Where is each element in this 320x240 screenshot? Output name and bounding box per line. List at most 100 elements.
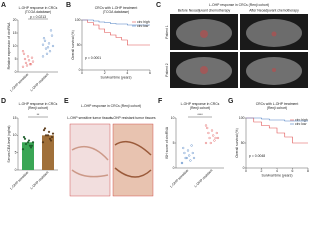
data-point <box>41 43 45 46</box>
data-point <box>22 135 26 139</box>
bar <box>22 142 34 170</box>
data-point <box>26 55 30 58</box>
data-point <box>183 151 186 155</box>
y-axis-label: Relative expression of circRNA <box>7 22 11 69</box>
y-axis-label: Serum CEA level (ng/ml) <box>7 125 11 162</box>
panel-title: L-OHP response in CRCs (Renji cohort) <box>81 104 141 108</box>
data-point <box>216 136 220 140</box>
column-header: L-OHP resistant tumor tissues <box>110 116 155 120</box>
chart-title: (TCGA database) <box>103 10 129 14</box>
x-tick-label: 0 <box>81 71 83 75</box>
column-header: After Neoadjuvant chemotherapy <box>249 8 299 12</box>
legend-label: circ high <box>137 20 150 24</box>
y-tick-label: 100 <box>239 116 245 120</box>
y-tick-label: 20 <box>13 18 17 22</box>
x-axis-label: Survival time (years) <box>101 75 132 79</box>
data-point <box>215 131 218 135</box>
data-point <box>46 46 50 49</box>
x-tick-label: 4 <box>126 71 128 75</box>
data-point <box>208 136 211 140</box>
data-point <box>48 137 52 140</box>
data-point <box>31 141 35 144</box>
data-point <box>44 47 48 50</box>
row-header: Patient 1 <box>165 25 169 38</box>
data-point <box>42 129 46 132</box>
y-tick-label: 100 <box>75 18 81 22</box>
data-point <box>186 149 190 152</box>
data-point <box>27 139 31 142</box>
annotation: p = 0.0001 <box>85 56 101 60</box>
data-point <box>25 64 29 67</box>
chart-title: (Renji cohort) <box>267 106 287 110</box>
panel-label: E <box>64 98 69 105</box>
panel-label: A <box>1 2 6 9</box>
chart-title: (Renji cohort) <box>190 106 210 110</box>
panel-label: F <box>158 98 163 105</box>
data-point <box>43 39 47 42</box>
data-point <box>188 154 191 157</box>
y-axis-label: ISH score of circRNA <box>165 126 169 159</box>
y-tick-label: 10 <box>13 44 17 48</box>
data-point <box>21 148 25 151</box>
chart-title: (Renji cohort) <box>28 106 48 110</box>
data-point <box>41 141 45 144</box>
y-tick-label: 15 <box>13 31 17 35</box>
y-tick-label: 5 <box>15 57 17 61</box>
data-point <box>22 52 26 55</box>
data-point <box>212 134 215 137</box>
data-point <box>204 141 208 145</box>
data-point <box>26 141 30 144</box>
data-point <box>50 135 54 139</box>
bar <box>42 135 54 170</box>
panel-title: L-OHP response in CRCs (Renji cohort) <box>209 3 269 7</box>
legend-label: circ low <box>295 122 307 126</box>
y-axis-label: Overall survival (%) <box>235 128 239 157</box>
x-tick-label: L-OHP resistant <box>29 170 49 190</box>
data-point <box>213 139 216 142</box>
annotation: ** <box>37 113 40 117</box>
y-tick-label: 5 <box>173 141 175 145</box>
data-point <box>21 65 25 68</box>
data-point <box>43 127 47 130</box>
data-point <box>51 132 55 135</box>
panel-label: D <box>1 98 6 105</box>
data-point <box>190 144 193 147</box>
survival-curve <box>246 117 308 144</box>
panel-label: B <box>66 2 71 9</box>
x-tick-label: 6 <box>149 71 151 75</box>
data-point <box>209 141 212 145</box>
y-tick-label: 0 <box>15 168 17 172</box>
data-point <box>51 44 55 48</box>
data-point <box>204 124 208 127</box>
data-point <box>41 55 45 58</box>
y-tick-label: 0 <box>15 70 17 74</box>
y-tick-label: 0 <box>79 68 81 72</box>
y-tick-label: 5 <box>15 151 17 155</box>
data-point <box>192 156 196 160</box>
survival-curve <box>82 19 150 26</box>
data-point <box>21 50 25 53</box>
panel-label: C <box>156 2 161 9</box>
column-header: Before Neoadjuvant chemotherapy <box>178 8 231 12</box>
survival-curve <box>246 117 308 122</box>
data-point <box>50 34 54 37</box>
data-point <box>28 144 32 147</box>
figure: A B C D E F G L-OHP response in CRCs (Re… <box>1 2 309 197</box>
x-axis-label: Survival time (years) <box>262 173 293 177</box>
x-tick-label: 2 <box>104 71 106 75</box>
y-tick-label: 0 <box>243 166 245 170</box>
x-tick-label: 6 <box>292 169 294 173</box>
data-point <box>45 52 49 55</box>
data-point <box>182 146 185 150</box>
y-tick-label: 50 <box>241 141 245 145</box>
chart-title: L-OHP response in CRCs <box>181 102 220 106</box>
data-point <box>48 50 52 53</box>
y-axis-label: Overall survival (%) <box>71 30 75 59</box>
annotation: **** <box>197 113 203 117</box>
data-point <box>214 136 217 140</box>
x-tick-label: L-OHP resistant <box>29 72 49 92</box>
data-point <box>23 137 27 140</box>
data-point <box>184 156 187 160</box>
data-point <box>24 61 28 64</box>
data-point <box>29 63 33 66</box>
